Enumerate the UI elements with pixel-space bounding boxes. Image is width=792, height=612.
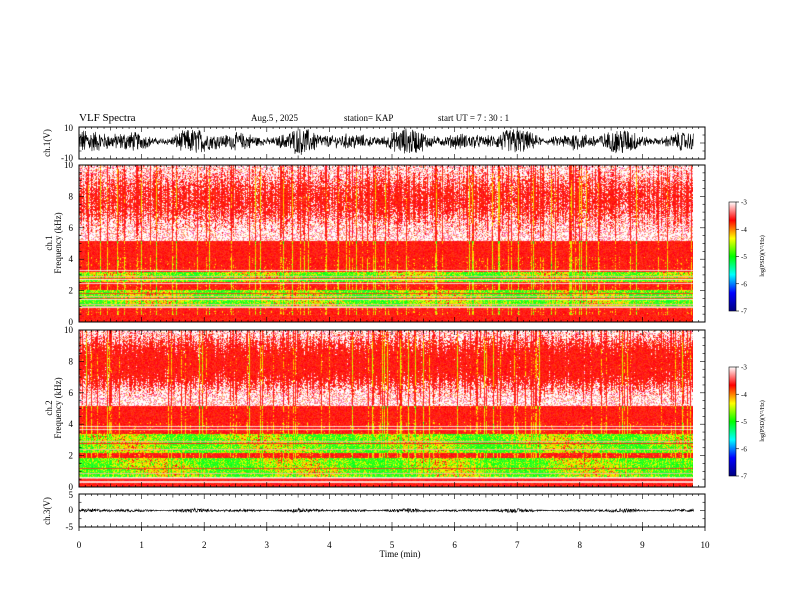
- colorbar-tick-label: -3: [741, 364, 747, 372]
- x-tick-label: 6: [452, 540, 457, 550]
- x-tick-label: 7: [515, 540, 520, 550]
- colorbar-tick-label: -3: [741, 199, 747, 207]
- chart-title: VLF Spectra: [79, 112, 136, 124]
- y-tick-label: 6: [69, 223, 74, 233]
- y-tick-label: 8: [69, 191, 74, 201]
- ch3-ytick-label-neg5: -5: [66, 522, 74, 532]
- ch1-waveform-series: [78, 128, 694, 155]
- colorbar-tick-label: -7: [741, 308, 747, 316]
- x-tick-label: 3: [265, 540, 270, 550]
- ch3-ytick-label-0: 0: [69, 505, 74, 515]
- ch3-waveform-panel: 5 0 -5 ch.3(V) 0 1 2 3 4 5 6 7 8 9 10 Time (min): [42, 490, 710, 559]
- start-time-label: start UT = 7 : 30 : 1: [438, 113, 510, 123]
- ch1-colorbar: -7 -6 -5 -4 -3 log(PSD)(V²/Hz): [728, 199, 766, 316]
- ch1-colorbar-label: log(PSD)(V²/Hz): [759, 235, 766, 276]
- ch2-spectrogram-image: [79, 330, 693, 487]
- ch1-ylabel: ch.1(V): [42, 129, 52, 157]
- ch2-colorbar-scale: [728, 366, 737, 477]
- x-tick-label: 1: [139, 540, 144, 550]
- y-tick-label: 4: [69, 254, 74, 264]
- ch1-spec-ylabel-line2: Frequency (kHz): [53, 212, 63, 273]
- colorbar-tick-label: -6: [741, 280, 747, 288]
- colorbar-tick-label: -4: [741, 226, 747, 234]
- y-tick-label: 6: [69, 388, 74, 398]
- y-tick-label: 8: [69, 356, 74, 366]
- ch1-ytick-label-top: 10: [64, 123, 74, 133]
- colorbar-tick-label: -4: [741, 391, 747, 399]
- ch2-spec-ylabel-line1: ch.2: [44, 400, 54, 415]
- x-tick-label: 10: [701, 540, 711, 550]
- y-tick-label: 2: [69, 286, 74, 296]
- ch1-spectrogram-image: [79, 165, 693, 322]
- ch2-spec-ylabel-line2: Frequency (kHz): [53, 377, 63, 438]
- x-tick-label: 2: [202, 540, 207, 550]
- y-tick-label: 2: [69, 451, 74, 461]
- ch1-spec-ylabel-line1: ch.1: [44, 235, 54, 250]
- x-tick-label: 4: [327, 540, 332, 550]
- ch3-ylabel: ch.3(V): [42, 497, 52, 525]
- x-tick-label: 5: [390, 540, 395, 550]
- ch1-waveform-panel: 10 -10 ch.1(V): [42, 123, 706, 163]
- x-tick-label: 0: [77, 540, 82, 550]
- x-tick-label: 8: [578, 540, 583, 550]
- x-tick-label: 9: [640, 540, 645, 550]
- colorbar-tick-label: -7: [741, 473, 747, 481]
- ch2-colorbar-label: log(PSD)(V²/Hz): [759, 400, 766, 441]
- x-axis-label: Time (min): [380, 549, 421, 559]
- colorbar-tick-label: -5: [741, 253, 747, 261]
- y-tick-label: 0: [69, 317, 74, 327]
- ch2-colorbar: -7 -6 -5 -4 -3 log(PSD)(V²/Hz): [728, 364, 766, 481]
- colorbar-tick-label: -5: [741, 418, 747, 426]
- ch2-spectrogram-panel: 0 2 4 6 8 10 ch.2 Frequency (kHz): [44, 325, 706, 492]
- ch3-waveform-series: [78, 507, 694, 514]
- y-tick-label: 10: [64, 325, 74, 335]
- ch1-colorbar-scale: [728, 201, 737, 312]
- ch3-ytick-label-5: 5: [69, 490, 74, 500]
- station-label: station= KAP: [344, 113, 394, 123]
- ch1-spectrogram-panel: 0 2 4 6 8 10 ch.1 Frequency (kHz): [44, 160, 706, 327]
- y-tick-label: 10: [64, 160, 74, 170]
- ch1-ytick-label-bottom: -10: [61, 153, 73, 163]
- colorbar-tick-label: -6: [741, 445, 747, 453]
- date-label: Aug.5 , 2025: [251, 113, 298, 123]
- y-tick-label: 4: [69, 419, 74, 429]
- y-tick-label: 0: [69, 482, 74, 492]
